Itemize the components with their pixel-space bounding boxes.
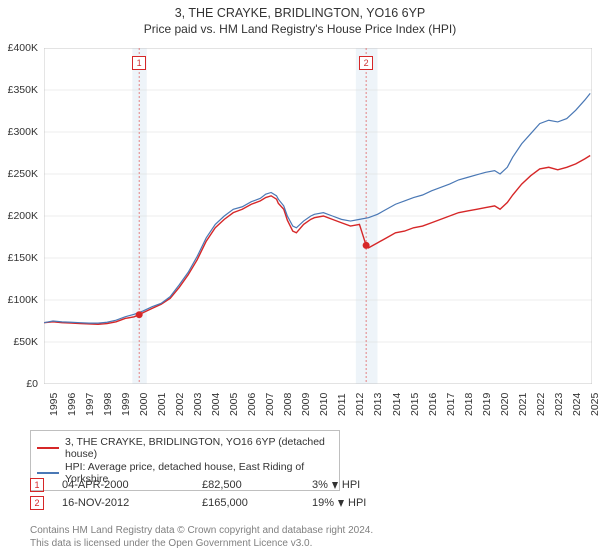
x-axis-label: 2003 xyxy=(192,393,204,416)
chart-title: 3, THE CRAYKE, BRIDLINGTON, YO16 6YP xyxy=(0,6,600,20)
x-axis-label: 2002 xyxy=(174,393,186,416)
y-axis-label: £200K xyxy=(8,210,38,222)
legend-swatch xyxy=(37,447,59,449)
sale-date: 04-APR-2000 xyxy=(62,479,202,491)
x-axis-label: 1996 xyxy=(66,393,78,416)
y-axis-label: £250K xyxy=(8,168,38,180)
x-axis-label: 2012 xyxy=(354,393,366,416)
sale-price: £165,000 xyxy=(202,497,312,509)
legend-label: 3, THE CRAYKE, BRIDLINGTON, YO16 6YP (de… xyxy=(65,436,333,460)
y-axis-labels: £0£50K£100K£150K£200K£250K£300K£350K£400… xyxy=(0,48,42,384)
footer-line: Contains HM Land Registry data © Crown c… xyxy=(30,524,580,537)
sale-diff: 19%HPI xyxy=(312,497,366,509)
x-axis-label: 1997 xyxy=(84,393,96,416)
x-axis-label: 1998 xyxy=(102,393,114,416)
x-axis-label: 2008 xyxy=(282,393,294,416)
y-axis-label: £150K xyxy=(8,252,38,264)
sale-tag: 2 xyxy=(30,496,44,510)
sale-date: 16-NOV-2012 xyxy=(62,497,202,509)
y-axis-label: £350K xyxy=(8,84,38,96)
sale-marker-label: 1 xyxy=(132,56,146,70)
legend-item: 3, THE CRAYKE, BRIDLINGTON, YO16 6YP (de… xyxy=(37,436,333,460)
x-axis-label: 2022 xyxy=(535,393,547,416)
x-axis-label: 2020 xyxy=(499,393,511,416)
x-axis-label: 2006 xyxy=(246,393,258,416)
x-axis-label: 2024 xyxy=(571,393,583,416)
y-axis-label: £400K xyxy=(8,42,38,54)
chart-area: 12 xyxy=(44,48,592,384)
arrow-down-icon xyxy=(338,500,344,507)
chart-subtitle: Price paid vs. HM Land Registry's House … xyxy=(0,22,600,36)
sale-row: 1 04-APR-2000£82,5003%HPI xyxy=(30,478,580,492)
sale-tag: 1 xyxy=(30,478,44,492)
x-axis-label: 2004 xyxy=(210,393,222,416)
arrow-down-icon xyxy=(332,482,338,489)
x-axis-label: 2018 xyxy=(463,393,475,416)
x-axis-label: 2023 xyxy=(553,393,565,416)
x-axis-label: 1999 xyxy=(120,393,132,416)
x-axis-label: 2013 xyxy=(372,393,384,416)
sale-marker-label: 2 xyxy=(359,56,373,70)
x-axis-label: 2011 xyxy=(336,393,348,416)
sales-table: 1 04-APR-2000£82,5003%HPI 2 16-NOV-2012£165… xyxy=(30,474,580,514)
x-axis-label: 2016 xyxy=(427,393,439,416)
x-axis-label: 2025 xyxy=(589,393,600,416)
x-axis-label: 2015 xyxy=(409,393,421,416)
y-axis-label: £0 xyxy=(26,378,38,390)
x-axis-label: 2009 xyxy=(300,393,312,416)
x-axis-label: 2005 xyxy=(228,393,240,416)
chart-titles: 3, THE CRAYKE, BRIDLINGTON, YO16 6YP Pri… xyxy=(0,0,600,36)
y-axis-label: £100K xyxy=(8,294,38,306)
sale-row: 2 16-NOV-2012£165,00019%HPI xyxy=(30,496,580,510)
footer: Contains HM Land Registry data © Crown c… xyxy=(30,524,580,550)
x-axis-label: 2014 xyxy=(391,393,403,416)
sale-price: £82,500 xyxy=(202,479,312,491)
x-axis-label: 2017 xyxy=(445,393,457,416)
x-axis-label: 2000 xyxy=(138,393,150,416)
x-axis-label: 2001 xyxy=(156,393,168,416)
x-axis-label: 2007 xyxy=(264,393,276,416)
y-axis-label: £50K xyxy=(13,336,38,348)
sale-diff: 3%HPI xyxy=(312,479,360,491)
x-axis-label: 2021 xyxy=(517,393,529,416)
x-axis-label: 2019 xyxy=(481,393,493,416)
x-axis-label: 2010 xyxy=(318,393,330,416)
x-axis-labels: 1995 1996 1997 1998 1999 2000 2001 2002 2003 2004… xyxy=(44,386,592,426)
x-axis-label: 1995 xyxy=(48,393,60,416)
y-axis-label: £300K xyxy=(8,126,38,138)
footer-line: This data is licensed under the Open Gov… xyxy=(30,537,580,550)
